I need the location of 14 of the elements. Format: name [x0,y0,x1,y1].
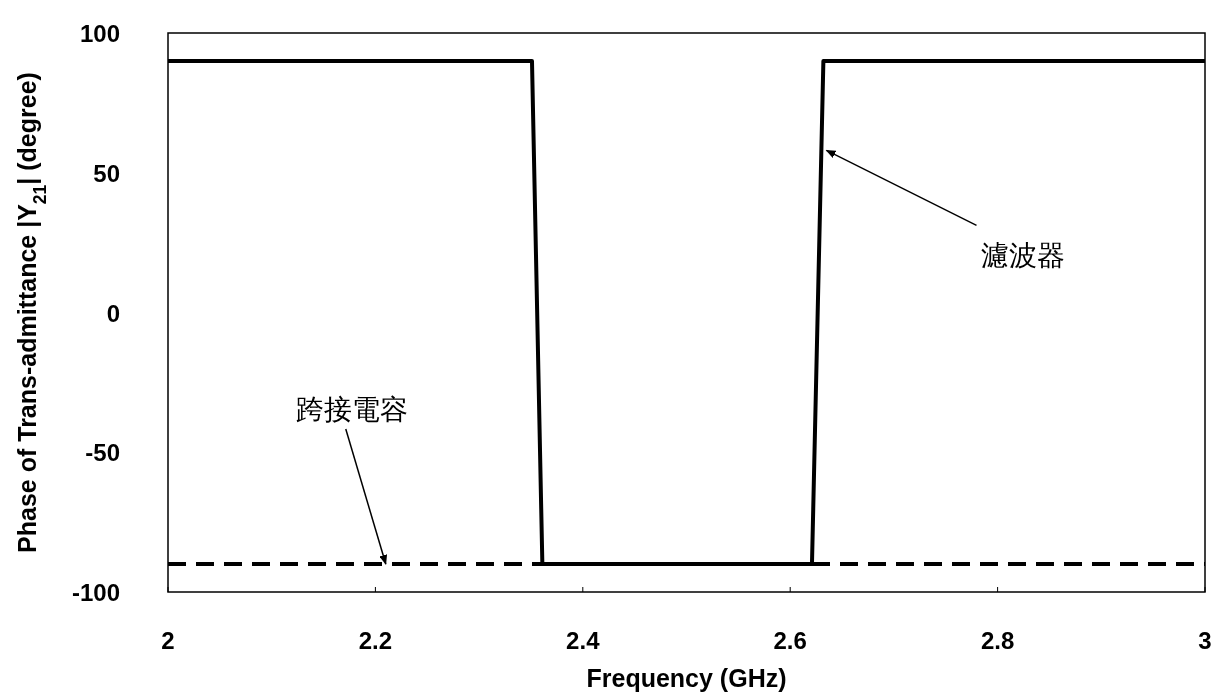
annotation: 跨接電容 [295,393,408,427]
x-tick-label: 2.6 [773,627,807,654]
y-tick-label: -50 [85,439,120,467]
x-tick-label: 2 [161,627,175,654]
y-tick-label: 0 [106,299,120,327]
x-tick-label: 2.2 [358,627,393,654]
x-tick-label: 3 [1198,627,1212,654]
y-tick-label: 100 [79,20,120,47]
annotation: 濾波器 [981,239,1066,273]
x-tick-label: 2.8 [980,627,1015,654]
x-tick-label: 2.4 [566,627,601,654]
y-tick-label: -100 [71,579,120,606]
y-tick-label: 50 [93,159,120,187]
x-axis-title: Frequency (GHz) [586,664,787,692]
